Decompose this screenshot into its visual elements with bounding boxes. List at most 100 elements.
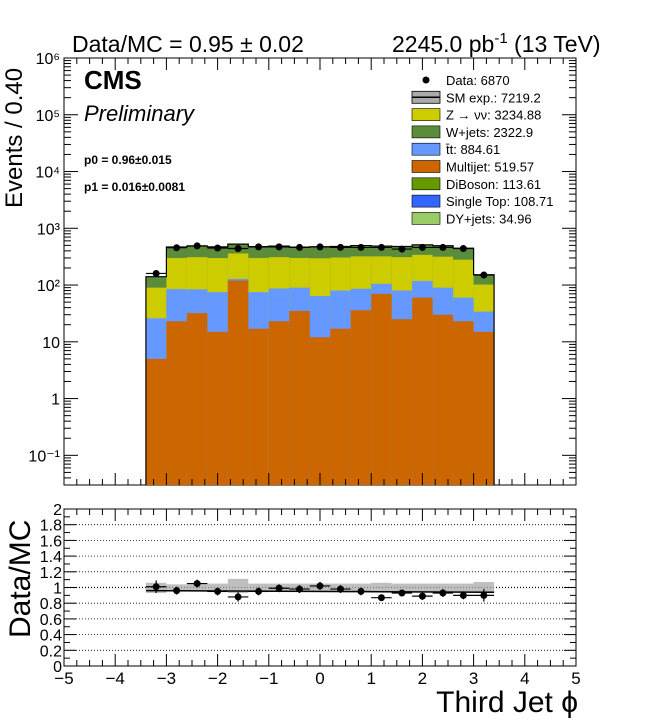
stack-bar-multijet xyxy=(412,297,433,485)
ratio-y-tick-label: 1 xyxy=(53,581,62,598)
x-tick-label: 5 xyxy=(571,669,580,688)
data-point xyxy=(152,269,160,277)
stack-bar-multijet xyxy=(289,310,310,485)
x-tick-label: 0 xyxy=(315,669,324,688)
stack-bar-multijet xyxy=(309,337,331,485)
data-point xyxy=(336,243,344,251)
ratio-y-tick-label: 0 xyxy=(53,659,62,676)
ratio-band-bin xyxy=(412,583,433,592)
legend-sm-label: SM exp.: 7219.2 xyxy=(446,90,541,105)
data-points xyxy=(145,242,495,279)
data-point xyxy=(459,245,467,253)
stack-layer xyxy=(145,244,495,485)
stack-bar-multijet xyxy=(432,314,454,485)
x-tick-label: 2 xyxy=(418,669,427,688)
legend-label-wjets: W+jets: 2322.9 xyxy=(446,125,533,140)
data-point xyxy=(275,243,283,251)
legend-label-dyjets: DY+jets: 34.96 xyxy=(446,211,532,226)
ratio-point xyxy=(439,589,447,597)
stack-bar-multijet xyxy=(350,310,372,485)
upper-axes: 10⁻¹ 1 10 10² 10³ 10⁴ 10⁵ 10⁶ xyxy=(28,51,577,486)
data-point xyxy=(316,243,324,251)
legend-data-label: Data: 6870 xyxy=(446,73,510,88)
upper-y-axis-label: Events / 0.40 xyxy=(1,68,28,208)
data-point xyxy=(398,245,406,253)
stack-bar-multijet xyxy=(453,321,474,485)
lumi-exponent: -1 xyxy=(494,30,507,47)
fit-p0: p0 = 0.96±0.015 xyxy=(84,153,172,167)
ratio-y-tick-label: 0.8 xyxy=(40,596,62,613)
ratio-point xyxy=(480,591,488,599)
stack-bar-multijet xyxy=(473,331,495,485)
y-tick-label: 10² xyxy=(37,278,61,295)
data-point xyxy=(439,243,447,251)
ratio-band-bin xyxy=(432,583,454,592)
x-tick-label: −2 xyxy=(208,669,227,688)
stack-bar-multijet xyxy=(330,328,351,485)
legend-swatch-multijet xyxy=(411,160,441,173)
y-tick-label: 10⁻¹ xyxy=(28,448,60,465)
ratio-point xyxy=(357,587,365,595)
y-tick-label: 1 xyxy=(51,392,60,409)
luminosity-label: 2245.0 pb-1 (13 TeV) xyxy=(392,30,601,57)
legend-swatch-ttbar xyxy=(411,142,441,156)
x-tick-label: 4 xyxy=(520,669,529,688)
stack-bar-multijet xyxy=(166,321,187,485)
lumi-value: 2245.0 pb xyxy=(392,31,494,57)
x-tick-label: 3 xyxy=(469,669,478,688)
x-axis-label: Third Jet ϕ xyxy=(436,686,578,719)
ratio-y-tick-label: 0.2 xyxy=(40,643,62,660)
ratio-band-bin xyxy=(453,583,474,592)
ratio-point xyxy=(336,585,344,593)
data-point xyxy=(296,243,304,251)
lumi-energy: (13 TeV) xyxy=(508,31,601,57)
x-tick-label: −4 xyxy=(106,669,125,688)
legend-label-ttbar: t̄t: 884.61 xyxy=(446,142,501,157)
y-tick-label: 10⁶ xyxy=(36,51,60,68)
legend-label-singletop: Single Top: 108.71 xyxy=(446,194,553,209)
legend: Data: 6870 SM exp.: 7219.2 Z → νν: 3234.88… xyxy=(411,73,553,226)
stack-bar-multijet xyxy=(248,328,269,485)
ratio-band-bin xyxy=(371,582,392,593)
ratio-points xyxy=(145,579,495,602)
data-point xyxy=(214,244,222,252)
ratio-point xyxy=(377,594,385,602)
preliminary-label: Preliminary xyxy=(84,101,196,126)
ratio-y-tick-label: 1.4 xyxy=(40,549,62,566)
legend-swatch-wjets xyxy=(411,125,441,139)
ratio-point xyxy=(193,580,201,588)
ratio-y-tick-label: 0.6 xyxy=(40,612,62,629)
stack-bar-multijet xyxy=(207,331,228,485)
y-tick-label: 10³ xyxy=(37,221,61,238)
data-point xyxy=(255,243,263,251)
ratio-fit-line xyxy=(145,589,495,593)
data-point xyxy=(480,271,488,279)
ratio-point xyxy=(214,587,222,595)
data-point xyxy=(193,242,201,250)
ratio-y-tick-label: 0.4 xyxy=(40,628,62,645)
legend-swatch-singletop xyxy=(411,194,441,208)
ratio-point xyxy=(275,584,283,592)
ratio-y-tick-label: 2 xyxy=(53,502,62,519)
data-mc-ratio-title: Data/MC = 0.95 ± 0.02 xyxy=(72,31,304,57)
ratio-point xyxy=(173,587,181,595)
upper-pad: 10⁻¹ 1 10 10² 10³ 10⁴ 10⁵ 10⁶ CMS Preliminary p… xyxy=(1,51,577,486)
ratio-fit-segment xyxy=(145,589,495,593)
data-point xyxy=(234,245,242,253)
ratio-y-tick-label: 1.2 xyxy=(40,565,62,582)
ratio-point xyxy=(296,585,304,593)
x-tick-label: 1 xyxy=(366,669,375,688)
stack-bar-multijet xyxy=(391,319,413,485)
ratio-band-bin xyxy=(227,578,249,593)
x-tick-label: −5 xyxy=(54,669,73,688)
legend-data-marker xyxy=(422,76,430,84)
legend-swatch-diboson xyxy=(411,177,441,191)
cms-label: CMS xyxy=(84,65,142,95)
ratio-point xyxy=(418,592,426,600)
x-tick-label: −3 xyxy=(157,669,176,688)
ratio-point xyxy=(234,593,242,601)
data-point xyxy=(357,243,365,251)
ratio-band-bin xyxy=(391,583,413,592)
fit-p1: p1 = 0.016±0.0081 xyxy=(84,180,185,194)
